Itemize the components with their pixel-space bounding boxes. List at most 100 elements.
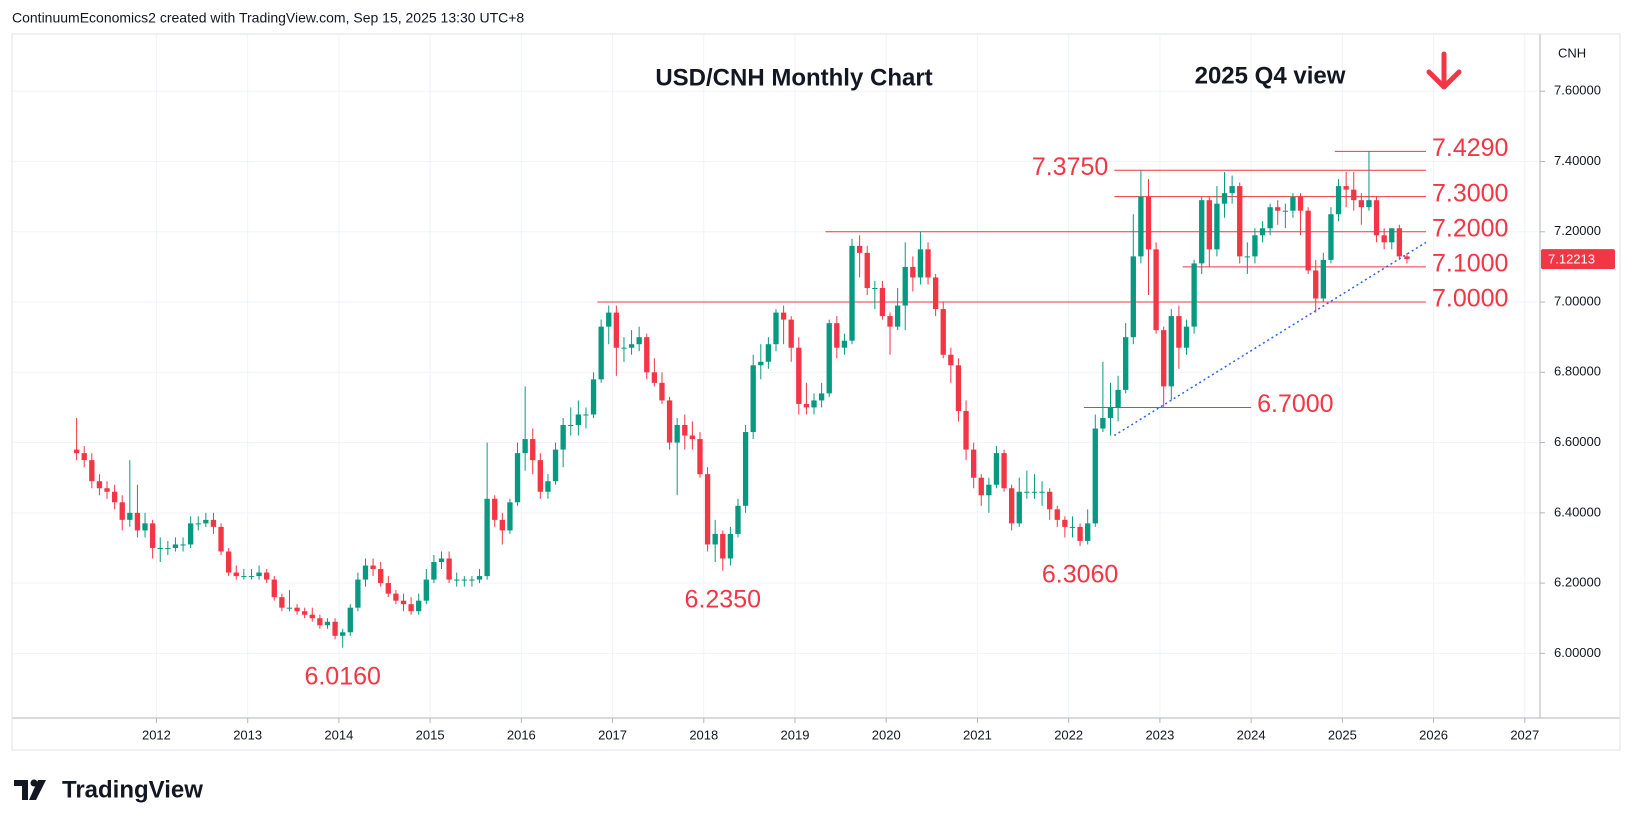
- candle-body: [89, 460, 95, 482]
- candle-body: [1031, 491, 1038, 493]
- header: ContinuumEconomics2 created with Trading…: [12, 10, 524, 26]
- candle-body: [438, 558, 445, 563]
- candle-body: [1145, 196, 1152, 250]
- candle-body: [955, 365, 962, 411]
- candle-body: [317, 618, 323, 626]
- level-label: 7.2000: [1432, 214, 1508, 242]
- candle-body: [294, 607, 300, 612]
- candle-body: [1138, 196, 1144, 257]
- x-tick-label: 2017: [598, 727, 627, 742]
- candle-body: [758, 361, 764, 366]
- candle-body: [1275, 207, 1281, 211]
- candle-body: [96, 481, 103, 489]
- candle-body: [1373, 200, 1380, 236]
- level-label: 7.3750: [1032, 153, 1108, 181]
- candle-body: [423, 579, 429, 601]
- x-tick-label: 2021: [963, 727, 992, 742]
- candle-body: [362, 565, 369, 580]
- y-tick-label: 6.80000: [1554, 364, 1601, 379]
- candle-body: [704, 474, 711, 545]
- candle-body: [1199, 200, 1205, 264]
- candle-body: [248, 576, 255, 578]
- candle-body: [165, 547, 171, 549]
- candle-body: [682, 425, 688, 436]
- x-tick-label: 2019: [781, 727, 810, 742]
- candle-body: [1191, 263, 1197, 327]
- low-label: 6.2350: [685, 585, 761, 613]
- candle-body: [1115, 389, 1121, 408]
- x-tick-label: 2022: [1054, 727, 1083, 742]
- candle-body: [552, 449, 559, 482]
- x-tick-label: 2023: [1145, 727, 1174, 742]
- candle-body: [1009, 488, 1015, 524]
- candle-body: [780, 312, 787, 320]
- candle-body: [575, 414, 582, 426]
- candle-body: [1237, 186, 1243, 257]
- candle-body: [1366, 200, 1372, 208]
- x-tick-label: 2020: [872, 727, 901, 742]
- candle-body: [666, 400, 673, 443]
- candle-body: [1320, 259, 1327, 299]
- candle-body: [659, 382, 665, 401]
- candle-body: [340, 632, 346, 636]
- candle-body: [157, 547, 163, 549]
- level-label: 7.1000: [1432, 250, 1508, 278]
- y-tick-label: 7.20000: [1554, 223, 1601, 238]
- candle-body: [73, 449, 80, 454]
- candle-body: [119, 502, 125, 520]
- candle-body: [932, 277, 939, 310]
- candle-body: [1221, 193, 1228, 204]
- candle-body: [454, 579, 460, 581]
- candle-body: [187, 523, 194, 545]
- brand: TradingView: [62, 776, 203, 803]
- candle-body: [1062, 519, 1068, 527]
- x-tick-label: 2016: [507, 727, 536, 742]
- candle-body: [1206, 200, 1212, 250]
- candle-body: [697, 439, 703, 475]
- candle-body: [1077, 526, 1083, 541]
- candle-body: [1214, 203, 1220, 250]
- candle-body: [81, 453, 87, 461]
- candle-body: [416, 600, 422, 612]
- candle-body: [1396, 228, 1403, 257]
- candle-body: [796, 347, 802, 404]
- candle-body: [621, 347, 627, 349]
- candle-body: [1039, 491, 1045, 493]
- down-arrow: [1426, 51, 1462, 90]
- candle-body: [978, 477, 984, 496]
- candle-body: [560, 425, 566, 450]
- subtitle: 2025 Q4 view: [1195, 62, 1346, 89]
- x-tick-label: 2025: [1328, 727, 1357, 742]
- plot: 7.4290 7.3750 7.3000 7.2000 7.1000 7.0000 6.70…: [73, 134, 1508, 690]
- candle-body: [940, 309, 946, 355]
- candle-body: [606, 312, 612, 327]
- candle-body: [142, 523, 148, 531]
- candle-body: [355, 579, 361, 608]
- candle-body: [788, 319, 794, 348]
- chart-title: USD/CNH Monthly Chart: [655, 64, 932, 91]
- candle-body: [545, 481, 551, 492]
- candle-body: [1282, 210, 1288, 212]
- candle-body: [537, 460, 543, 492]
- candle-body: [811, 400, 817, 408]
- candle-body: [476, 576, 483, 580]
- candle-body: [1047, 491, 1053, 510]
- candle-body: [233, 572, 239, 577]
- x-tick-label: 2013: [233, 727, 262, 742]
- candle-body: [636, 337, 642, 345]
- candle-body: [1358, 200, 1365, 208]
- candle-body: [461, 579, 467, 581]
- candle-body: [1054, 509, 1060, 520]
- candle-body: [1085, 523, 1091, 541]
- candle-body: [1153, 249, 1159, 331]
- candle-body: [583, 414, 589, 416]
- candle-body: [818, 393, 825, 401]
- candle-body: [210, 519, 217, 527]
- x-tick-label: 2018: [689, 727, 718, 742]
- candle-body: [1252, 235, 1258, 257]
- candle-body: [203, 519, 209, 524]
- y-tick-label: 7.60000: [1554, 83, 1601, 98]
- candle-body: [590, 379, 597, 415]
- x-tick-label: 2024: [1237, 727, 1266, 742]
- candle-body: [864, 252, 870, 288]
